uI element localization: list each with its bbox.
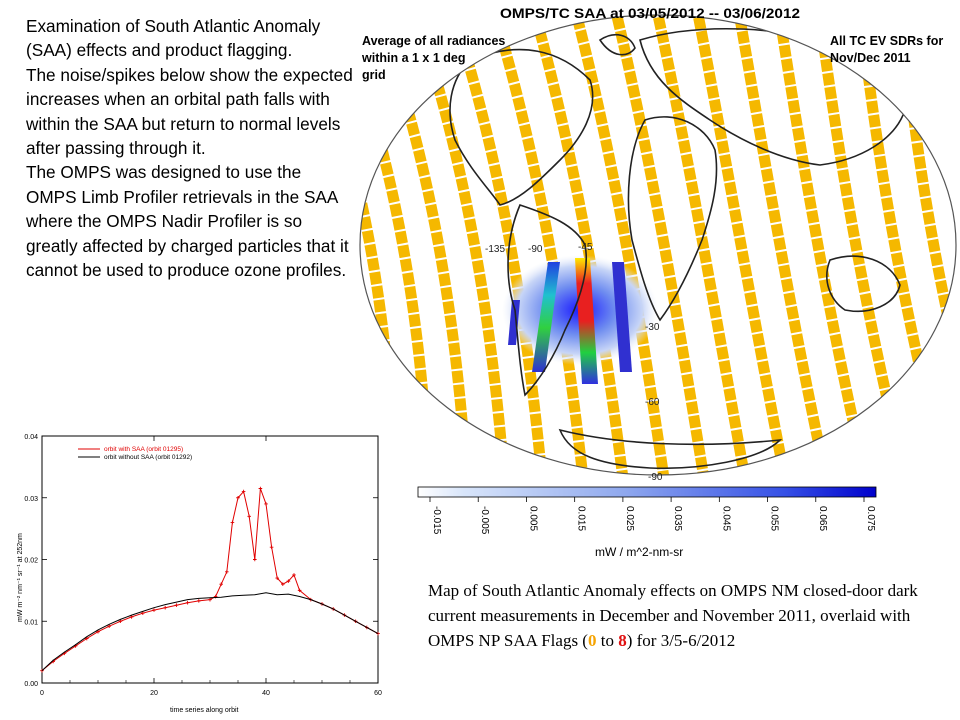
orbit-swath	[564, 15, 676, 475]
intro-paragraph-2: The noise/spikes below show the expected…	[26, 64, 353, 159]
colorbar-tick-label: 0.005	[527, 506, 538, 531]
saa-flag-stripe-west	[532, 262, 560, 372]
map-note-right-2: Nov/Dec 2011	[830, 51, 911, 65]
series-point	[107, 624, 111, 628]
colorbar-ticks: -0.015 -0.005 0.005 0.015 0.025 0.035 0.045 0.0…	[429, 497, 876, 535]
saa-map: OMPS/TC SAA at 03/05/2012 -- 03/06/2012 …	[359, 6, 957, 559]
saa-flag-stripe-east	[612, 262, 632, 372]
colorbar-tick-label: 0.075	[865, 506, 876, 531]
series-point	[129, 615, 134, 619]
series-point	[286, 579, 291, 583]
orbit-swath	[522, 15, 634, 475]
x-tick-label: 0	[40, 690, 44, 697]
series-point	[141, 611, 145, 616]
series-point	[225, 570, 229, 574]
colorbar-tick-label: 0.065	[817, 506, 828, 531]
orbit-swath	[647, 15, 758, 475]
y-tick-label: 0.01	[24, 619, 38, 626]
colorbar-tick-label: -0.005	[479, 506, 490, 535]
orbit-swath	[894, 15, 956, 475]
series-point	[241, 489, 246, 494]
series-point	[292, 573, 296, 577]
caption-flag-max: 8	[618, 631, 627, 650]
x-tick-label: 60	[374, 690, 382, 697]
colorbar-tick-label: 0.015	[576, 506, 587, 531]
orbit-swath	[482, 15, 593, 475]
intro-text: Examination of South Atlantic Anomaly (S…	[26, 14, 356, 282]
series-point	[163, 605, 167, 610]
series-point	[208, 597, 212, 602]
map-note-left-1: Average of all radiances	[362, 34, 505, 48]
series-point	[96, 629, 100, 634]
caption-date: ) for 3/5-6/2012	[626, 631, 736, 650]
y-axis-label: mW m⁻² nm⁻¹ sr⁻¹ at 252nm	[17, 533, 24, 622]
intro-paragraph-1: Examination of South Atlantic Anomaly (S…	[26, 16, 321, 61]
series-point	[40, 668, 44, 673]
radiance-chart: 0.00 0.01 0.02 0.03 0.04 0 20 40 60 time series a…	[17, 434, 382, 714]
series-point	[118, 619, 123, 624]
x-axis-label: time series along orbit	[170, 707, 239, 714]
map-note-right-1: All TC EV SDRs for	[830, 34, 943, 48]
colorbar-unit: mW / m^2-nm-sr	[595, 545, 683, 559]
legend-label: orbit without SAA (orbit 01292)	[104, 454, 192, 461]
y-tick-label: 0.03	[24, 496, 38, 503]
colorbar	[417, 486, 877, 498]
x-tick-label: 20	[150, 690, 158, 697]
series-point	[247, 514, 251, 519]
series-point	[197, 599, 201, 603]
map-caption: Map of South Atlantic Anomaly effects on…	[428, 578, 948, 653]
series-point	[253, 557, 257, 562]
series-point	[236, 495, 240, 500]
map-note-left-2: within a 1 x 1 deg	[361, 51, 466, 65]
series-point	[275, 576, 279, 580]
plot-frame	[41, 435, 379, 684]
series-point	[219, 582, 223, 586]
series-point	[85, 636, 89, 641]
lon-label-90: -90	[528, 244, 543, 255]
map-title: OMPS/TC SAA at 03/05/2012 -- 03/06/2012	[500, 6, 800, 21]
colorbar-tick-label: 0.035	[672, 506, 683, 531]
y-tick-label: 0.02	[24, 558, 38, 565]
series-point	[185, 600, 190, 605]
colorbar-tick-label: -0.015	[431, 506, 442, 535]
lon-label-135: -135	[485, 244, 505, 255]
caption-flag-min: 0	[587, 631, 597, 650]
series-point	[269, 545, 274, 549]
series-point	[281, 582, 285, 586]
caption-to: to	[596, 631, 619, 650]
y-tick-label: 0.00	[24, 681, 38, 688]
lat-label-60: -60	[645, 397, 660, 408]
map-note-left-3: grid	[362, 68, 386, 82]
series-line	[41, 592, 379, 671]
orbit-swath	[605, 15, 717, 475]
colorbar-tick-label: 0.045	[720, 506, 731, 531]
series-point	[152, 608, 156, 612]
series-point	[258, 486, 263, 491]
colorbar-tick-label: 0.025	[624, 506, 635, 531]
caption-text: Map of South Atlantic Anomaly effects on…	[428, 581, 918, 650]
intro-paragraph-3: The OMPS was designed to use the OMPS Li…	[26, 162, 349, 281]
lat-label-30: -30	[645, 322, 660, 333]
y-tick-label: 0.04	[24, 434, 38, 441]
series-point	[174, 603, 179, 607]
series-point	[264, 502, 268, 506]
series-point	[297, 588, 302, 593]
globe	[360, 15, 956, 475]
legend-label: orbit with SAA (orbit 01295)	[104, 446, 183, 453]
x-tick-label: 40	[262, 690, 270, 697]
series-point	[230, 520, 235, 525]
lon-label-45: -45	[578, 242, 593, 253]
lat-label-90: -90	[648, 472, 663, 483]
colorbar-tick-label: 0.055	[769, 506, 780, 531]
